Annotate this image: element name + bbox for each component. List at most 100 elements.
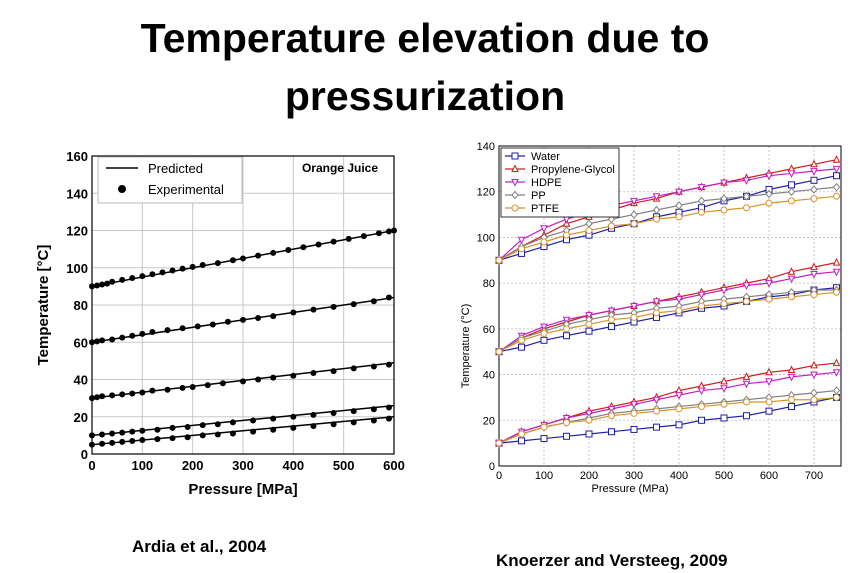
data-point-ptfe [608, 316, 615, 324]
data-point-ptfe [653, 407, 660, 415]
experimental-point [119, 438, 126, 445]
slide-title-line2: pressurization [284, 73, 566, 119]
data-point-hdpe [832, 268, 841, 277]
y-tick-label: 80 [74, 298, 88, 313]
data-point-ptfe [788, 197, 795, 205]
y-tick-label: 40 [74, 373, 88, 388]
experimental-point [129, 390, 136, 397]
data-point-hdpe [540, 225, 548, 233]
data-point-hdpe [810, 168, 818, 176]
data-point-ptfe [675, 213, 683, 221]
data-point-hdpe [517, 236, 526, 245]
data-point-water [765, 407, 773, 415]
experimental-point [179, 325, 186, 332]
data-point-water [608, 428, 615, 436]
x-tick-label: 300 [625, 470, 643, 482]
legend-predicted-label: Predicted [148, 161, 203, 176]
data-point-water [563, 332, 570, 340]
experimental-point [300, 244, 307, 251]
legend-label-propylene-glycol: Propylene-Glycol [531, 164, 615, 176]
x-tick-label: 500 [715, 470, 733, 482]
series-line-pp [498, 289, 837, 353]
series-line-hdpe [498, 271, 837, 353]
data-point-ptfe [720, 206, 728, 214]
data-point-water [563, 432, 570, 440]
data-point-ptfe [653, 215, 660, 223]
experimental-point [345, 235, 352, 242]
experimental-point [240, 316, 246, 323]
experimental-point [139, 427, 146, 434]
experimental-point [119, 334, 126, 341]
series-line-ptfe [498, 396, 837, 444]
experimental-point [99, 393, 106, 400]
y-tick-label: 20 [483, 415, 495, 427]
y-axis-label: Temperature (°C) [460, 304, 472, 388]
experimental-point [310, 411, 317, 418]
x-tick-label: 0 [88, 458, 95, 473]
data-point-ptfe [563, 325, 570, 333]
x-tick-label: 0 [496, 470, 502, 482]
experimental-point [129, 437, 136, 444]
experimental-point [204, 382, 211, 389]
data-point-hdpe [675, 296, 683, 304]
data-point-pp [697, 196, 706, 206]
data-point-water [788, 181, 795, 189]
data-point-propylene-glycol [810, 360, 818, 369]
experimental-point [199, 422, 206, 429]
experimental-point [99, 337, 106, 344]
experimental-point [214, 260, 221, 267]
data-point-water [833, 172, 840, 180]
series-line-hdpe [498, 168, 837, 261]
data-point-pp [630, 210, 638, 219]
data-point-hdpe [652, 193, 661, 201]
data-point-ptfe [765, 398, 773, 406]
legend-marker-water [511, 152, 519, 160]
experimental-point [391, 227, 397, 234]
experimental-point [99, 281, 106, 288]
data-point-ptfe [743, 297, 750, 305]
y-tick-label: 120 [66, 224, 88, 239]
experimental-point [229, 419, 236, 426]
data-point-pp [810, 388, 818, 398]
data-point-hdpe [675, 392, 683, 400]
x-tick-label: 400 [282, 458, 304, 473]
experimental-point [139, 437, 146, 444]
data-point-hdpe [742, 282, 751, 291]
right-chart: 0 100 200 300 400 500 600 700 0 20 40 60 80 100 120 140… [460, 141, 842, 495]
data-point-propylene-glycol [787, 365, 796, 373]
data-point-ptfe [495, 348, 503, 356]
data-point-hdpe [742, 380, 751, 389]
data-point-water [540, 336, 548, 344]
experimental-point [99, 431, 106, 438]
experimental-point [255, 315, 262, 322]
experimental-point [154, 436, 161, 443]
data-point-pp [787, 187, 796, 196]
data-point-propylene-glycol [742, 372, 751, 380]
experimental-point [385, 361, 392, 368]
data-point-ptfe [563, 231, 570, 239]
experimental-point [89, 395, 95, 402]
data-point-hdpe [630, 303, 638, 311]
data-point-pp [765, 189, 773, 199]
experimental-point [109, 278, 116, 285]
data-point-propylene-glycol [832, 155, 841, 163]
experimental-point [240, 255, 246, 262]
experimental-point [154, 426, 161, 433]
data-point-ptfe [765, 295, 773, 303]
experimental-point [255, 376, 262, 383]
x-tick-label: 100 [535, 470, 553, 482]
experimental-point [109, 392, 116, 399]
legend-experimental-label: Experimental [148, 182, 224, 197]
experimental-point [149, 329, 156, 336]
y-tick-label: 160 [66, 149, 88, 164]
experimental-point [370, 363, 377, 370]
x-tick-label: 200 [182, 458, 204, 473]
data-point-ptfe [810, 396, 818, 404]
experimental-point [169, 435, 176, 442]
y-tick-label: 100 [477, 232, 495, 244]
experimental-point [385, 415, 392, 422]
data-point-ptfe [495, 439, 503, 447]
experimental-point [129, 274, 136, 281]
experimental-point [109, 439, 116, 446]
experimental-point [159, 269, 166, 276]
